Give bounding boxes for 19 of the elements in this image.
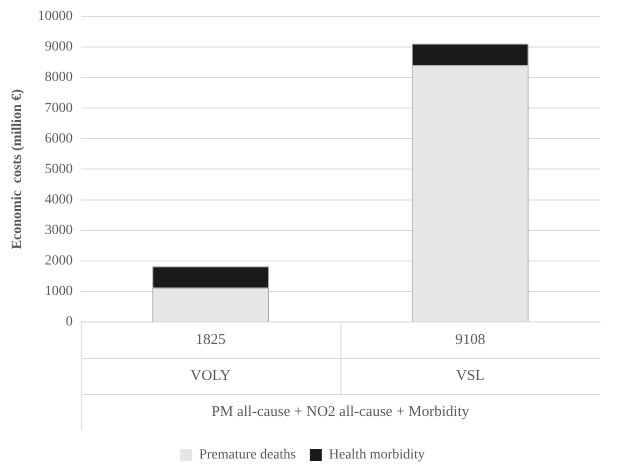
x-tick-label: VOLY: [190, 368, 231, 384]
y-tick-label: 6000: [44, 131, 73, 146]
y-tick-label: 4000: [44, 192, 73, 208]
x-tick-label: VSL: [456, 368, 484, 384]
total-label: 1825: [196, 332, 226, 348]
y-tick-label: 3000: [44, 222, 73, 238]
y-tick-label: 0: [66, 314, 73, 330]
y-tick-label: 9000: [44, 40, 73, 55]
y-tick-label: 2000: [44, 254, 73, 269]
x-axis-title: PM all-cause + NO2 all-cause + Morbidity: [212, 404, 470, 420]
y-tick-label: 8000: [44, 70, 73, 86]
total-label: 9108: [455, 332, 486, 348]
y-tick-label: 10000: [38, 9, 73, 24]
y-axis-title: Economic costs (million €): [10, 88, 26, 250]
y-tick-label: 1000: [44, 284, 73, 300]
legend-label: Health morbidity: [328, 448, 425, 463]
y-tick-label: 7000: [44, 100, 73, 116]
y-tick-label: 5000: [44, 162, 73, 177]
legend-label: Premature deaths: [199, 448, 296, 463]
